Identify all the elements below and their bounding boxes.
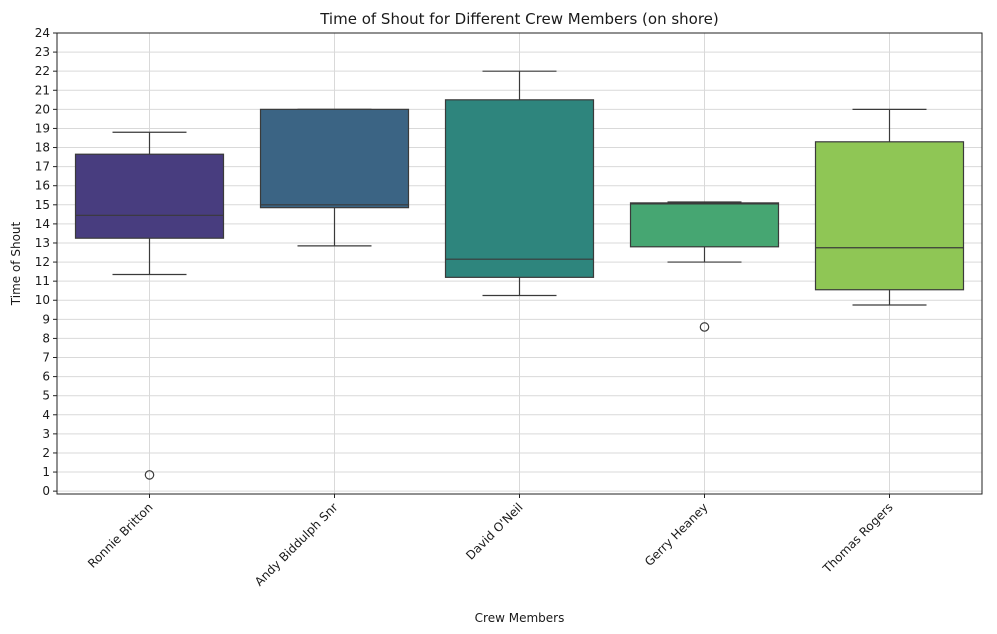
y-tick-label: 3 (42, 427, 50, 441)
x-tick-label: Thomas Rogers (819, 500, 895, 576)
box-iqr (814, 141, 965, 291)
y-tick-label: 20 (35, 102, 50, 116)
y-tick-label: 7 (42, 351, 50, 365)
y-tick-label: 17 (35, 160, 50, 174)
y-tick-label: 6 (42, 370, 50, 384)
box-david-o-neil (444, 70, 595, 297)
box-ronnie-britton (74, 131, 225, 480)
outlier-point (699, 322, 710, 332)
y-tick-label: 0 (42, 484, 50, 498)
y-tick-label: 21 (35, 83, 50, 97)
y-tick-label: 5 (42, 389, 50, 403)
box-gerry-heaney (629, 201, 780, 332)
y-tick-label: 19 (35, 121, 50, 135)
y-tick-label: 23 (35, 45, 50, 59)
y-tick-label: 10 (35, 293, 50, 307)
x-tick-label: David O'Neil (463, 500, 525, 562)
y-axis-title: Time of Shout (9, 221, 23, 306)
y-tick-label: 13 (35, 236, 50, 250)
y-tick-label: 11 (35, 274, 50, 288)
y-tick-label: 8 (42, 331, 50, 345)
x-axis: Ronnie Britton Andy Biddulph Snr David O'N… (85, 494, 896, 589)
x-tick-label: Gerry Heaney (642, 500, 711, 569)
y-tick-label: 2 (42, 446, 50, 460)
box-thomas-rogers (814, 108, 965, 306)
y-tick-label: 9 (42, 312, 50, 326)
y-tick-label: 18 (35, 141, 50, 155)
box-iqr (74, 153, 225, 239)
y-tick-label: 15 (35, 198, 50, 212)
y-tick-label: 4 (42, 408, 50, 422)
outlier-point (144, 470, 155, 480)
x-axis-title: Crew Members (475, 611, 565, 625)
y-tick-label: 12 (35, 255, 50, 269)
box-iqr (259, 108, 410, 209)
y-tick-label: 14 (35, 217, 50, 231)
y-tick-label: 16 (35, 179, 50, 193)
box-iqr (629, 202, 780, 248)
x-tick-label: Andy Biddulph Snr (252, 500, 341, 589)
chart-title: Time of Shout for Different Crew Members… (319, 10, 719, 28)
boxes (74, 70, 965, 480)
y-tick-label: 1 (42, 465, 50, 479)
y-tick-label: 22 (35, 64, 50, 78)
box-iqr (444, 99, 595, 278)
box-andy-biddulph-snr (259, 108, 410, 247)
x-tick-label: Ronnie Britton (85, 500, 156, 571)
y-tick-label: 24 (35, 26, 50, 40)
